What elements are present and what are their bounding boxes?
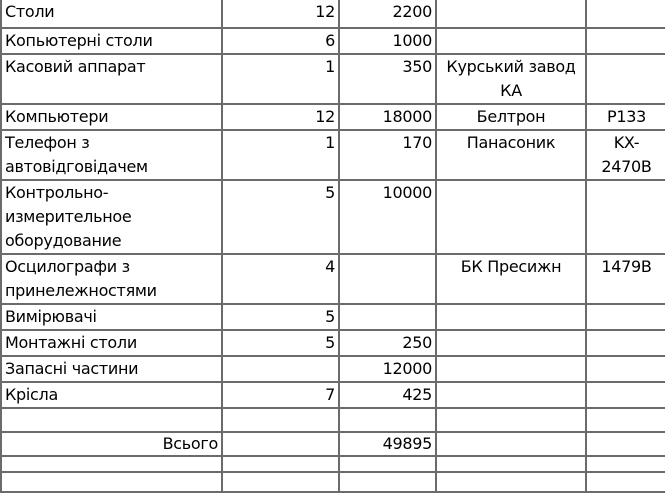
price-cell	[338, 303, 437, 331]
model-cell: P133	[585, 103, 665, 131]
total-value: 49895	[338, 431, 437, 457]
quantity-cell	[221, 355, 340, 383]
item-name-cell: Телефон з автовідговідачем	[0, 129, 223, 181]
empty-cell	[338, 407, 437, 433]
manufacturer-cell: Белтрон	[435, 103, 587, 131]
empty-cell	[0, 471, 223, 493]
price-cell: 350	[338, 53, 437, 105]
item-name-cell: Касовий аппарат	[0, 53, 223, 105]
table-row: Телефон з автовідговідачем 1 170 Панасоник K…	[0, 129, 665, 181]
empty-cell	[221, 431, 340, 457]
price-cell: 1000	[338, 27, 437, 55]
table-row: Осцилографи з принележностями 4 БК Пресижн…	[0, 253, 665, 305]
total-label: Всього	[0, 431, 223, 457]
empty-cell	[0, 407, 223, 433]
empty-cell	[435, 471, 587, 493]
quantity-cell: 5	[221, 303, 340, 331]
price-cell	[338, 253, 437, 305]
table-row: Касовий аппарат 1 350 Курський завод КА	[0, 53, 665, 105]
manufacturer-cell	[435, 355, 587, 383]
table-row: Запасні частини 12000	[0, 355, 665, 383]
table-row: Монтажні столи 5 250	[0, 329, 665, 357]
price-cell: 12000	[338, 355, 437, 383]
item-name-cell: Осцилографи з принележностями	[0, 253, 223, 305]
price-cell: 425	[338, 381, 437, 409]
quantity-cell: 7	[221, 381, 340, 409]
table-row: Копьютерні столи 6 1000	[0, 27, 665, 55]
model-cell	[585, 179, 665, 255]
price-cell: 10000	[338, 179, 437, 255]
quantity-cell: 4	[221, 253, 340, 305]
model-cell	[585, 27, 665, 55]
table-row: Контрольно-измерительное оборудование 5 10…	[0, 179, 665, 255]
manufacturer-cell	[435, 179, 587, 255]
manufacturer-cell	[435, 329, 587, 357]
empty-cell	[435, 455, 587, 473]
model-cell	[585, 303, 665, 331]
quantity-cell: 5	[221, 179, 340, 255]
manufacturer-cell	[435, 303, 587, 331]
item-name-cell: Столи	[0, 0, 223, 29]
price-cell: 18000	[338, 103, 437, 131]
item-name-cell: Вимірювачі	[0, 303, 223, 331]
manufacturer-cell: БК Пресижн	[435, 253, 587, 305]
empty-cell	[0, 455, 223, 473]
manufacturer-cell	[435, 381, 587, 409]
price-cell: 2200	[338, 0, 437, 29]
model-cell: 1479B	[585, 253, 665, 305]
model-cell	[585, 329, 665, 357]
model-cell	[585, 0, 665, 29]
item-name-cell: Крісла	[0, 381, 223, 409]
item-name-cell: Монтажні столи	[0, 329, 223, 357]
manufacturer-cell	[435, 0, 587, 29]
empty-cell	[585, 431, 665, 457]
item-name-cell: Контрольно-измерительное оборудование	[0, 179, 223, 255]
price-cell: 170	[338, 129, 437, 181]
table-row: Вимірювачі 5	[0, 303, 665, 331]
table-row: Крісла 7 425	[0, 381, 665, 409]
item-name-cell: Компьютери	[0, 103, 223, 131]
model-cell: KX-2470B	[585, 129, 665, 181]
empty-row	[0, 407, 665, 433]
price-cell: 250	[338, 329, 437, 357]
quantity-cell: 1	[221, 129, 340, 181]
empty-cell	[585, 471, 665, 493]
total-row: Всього 49895	[0, 431, 665, 457]
empty-row	[0, 471, 665, 493]
manufacturer-cell: Курський завод КА	[435, 53, 587, 105]
empty-cell	[338, 471, 437, 493]
manufacturer-cell	[435, 27, 587, 55]
manufacturer-cell: Панасоник	[435, 129, 587, 181]
quantity-cell: 6	[221, 27, 340, 55]
model-cell	[585, 355, 665, 383]
quantity-cell: 12	[221, 0, 340, 29]
quantity-cell: 5	[221, 329, 340, 357]
empty-row	[0, 455, 665, 473]
item-name-cell: Запасні частини	[0, 355, 223, 383]
empty-cell	[221, 455, 340, 473]
model-cell	[585, 53, 665, 105]
quantity-cell: 1	[221, 53, 340, 105]
empty-cell	[435, 407, 587, 433]
table-row: Компьютери 12 18000 Белтрон P133	[0, 103, 665, 131]
empty-cell	[221, 407, 340, 433]
empty-cell	[221, 471, 340, 493]
table-row: Столи 12 2200	[0, 0, 665, 29]
quantity-cell: 12	[221, 103, 340, 131]
model-cell	[585, 381, 665, 409]
item-name-cell: Копьютерні столи	[0, 27, 223, 55]
empty-cell	[338, 455, 437, 473]
empty-cell	[585, 407, 665, 433]
empty-cell	[585, 455, 665, 473]
empty-cell	[435, 431, 587, 457]
